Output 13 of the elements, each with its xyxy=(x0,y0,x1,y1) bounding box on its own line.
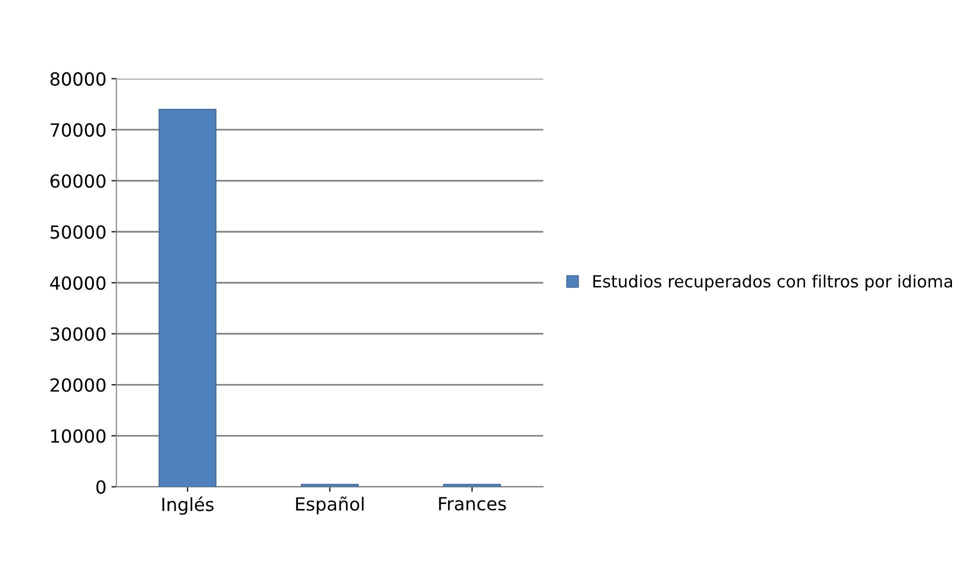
x-tick-label: Inglés xyxy=(162,496,214,515)
y-tick-label: 70000 xyxy=(50,123,106,137)
y-tick-label: 30000 xyxy=(50,327,106,341)
y-tick-label: 40000 xyxy=(50,276,106,290)
y-tick-label: 50000 xyxy=(50,225,106,239)
x-tick-label: Español xyxy=(296,496,364,514)
y-tick-label: 80000 xyxy=(50,72,106,86)
y-tick-label: 10000 xyxy=(51,429,106,443)
y-tick-label: 60000 xyxy=(50,174,106,188)
y-tick-label: 20000 xyxy=(50,378,106,392)
y-tick-label: 0 xyxy=(96,480,106,494)
x-tick-label: Frances xyxy=(439,497,506,511)
legend-label: Estudios recuperados con filtros por idioma xyxy=(593,274,952,291)
